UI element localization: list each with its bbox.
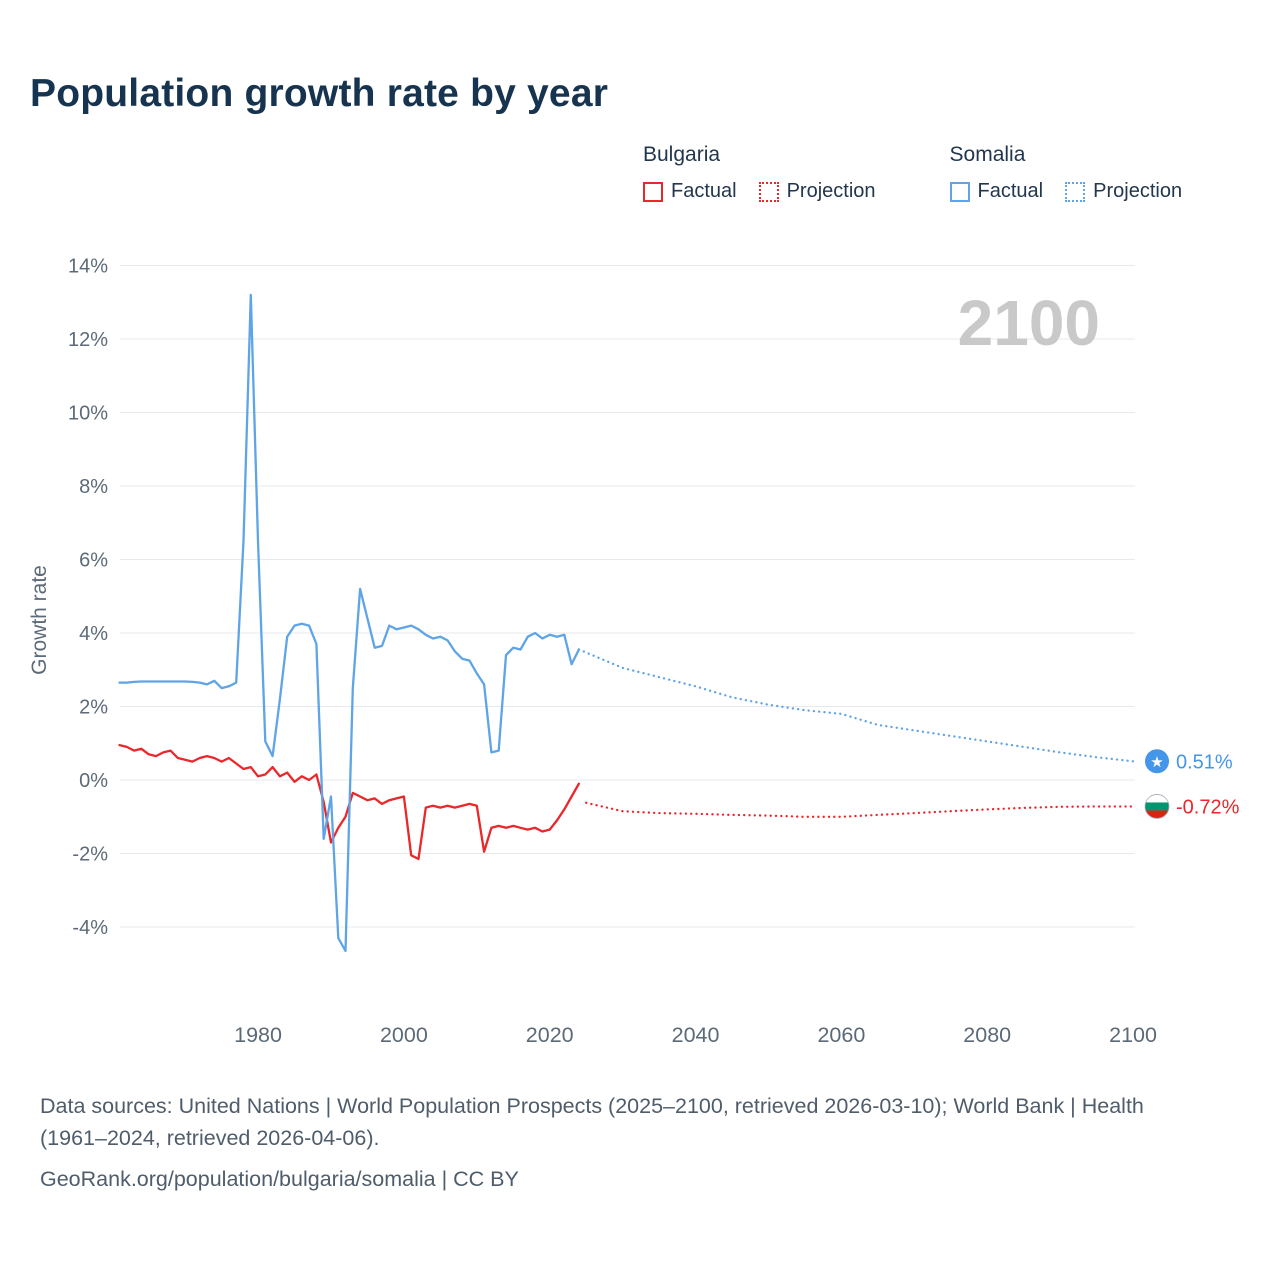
legend-group-title: Somalia: [949, 143, 1026, 166]
somalia-projection-swatch-icon: [1065, 181, 1086, 202]
legend-item-bulgaria-factual[interactable]: Factual: [643, 180, 737, 203]
legend-item-bulgaria-projection[interactable]: Projection: [758, 180, 876, 203]
y-tick-label: -2%: [72, 844, 108, 866]
legend-item-label: Factual: [671, 180, 737, 202]
bulgaria-flag-stripe: [1145, 794, 1169, 803]
somalia-flag-icon: [1145, 749, 1169, 774]
series-line-somalia-projection: [577, 648, 1135, 763]
legend-items: Factual Projection: [949, 180, 1182, 203]
bulgaria-projection-swatch-icon: [758, 181, 779, 202]
page-title: Population growth rate by year: [30, 72, 609, 115]
data-sources-text: Data sources: United Nations | World Pop…: [40, 1094, 1144, 1151]
x-tick-label: 1980: [234, 1023, 282, 1047]
legend-group-bulgaria: Bulgaria Factual Projection: [643, 143, 876, 203]
legend-item-somalia-projection[interactable]: Projection: [1065, 180, 1182, 203]
attribution-text: GeoRank.org/population/bulgaria/somalia …: [40, 1166, 519, 1191]
x-tick-label: 2020: [526, 1023, 574, 1047]
x-tick-label: 2080: [963, 1023, 1011, 1047]
y-tick-label: 12%: [68, 329, 108, 351]
somalia-factual-swatch-icon: [949, 181, 970, 202]
x-tick-label: 2100: [1109, 1023, 1157, 1047]
watermark-year: 2100: [958, 287, 1100, 359]
bulgaria-factual-swatch-icon: [643, 181, 663, 202]
x-tick-label: 2040: [672, 1023, 720, 1047]
y-tick-label: 2%: [79, 697, 108, 719]
somalia-star-icon: ★: [1150, 754, 1163, 771]
series-line-somalia-factual: [118, 293, 581, 953]
footer: Data sources: United Nations | World Pop…: [40, 1090, 1215, 1203]
y-tick-label: 0%: [79, 770, 108, 792]
bulgaria-flag-stripe: [1145, 810, 1169, 819]
growth-rate-chart: -4% -2% 0% 2% 4% 6% 8% 10% 12% 14% 1980 2000 2020 204…: [0, 230, 1280, 1070]
legend: Bulgaria Factual Projection Somalia Fact…: [643, 143, 1182, 203]
legend-items: Factual Projection: [643, 180, 876, 203]
y-axis-title: Growth rate: [28, 565, 51, 675]
end-value-label-somalia: 0.51%: [1176, 751, 1233, 773]
end-value-label-bulgaria: -0.72%: [1176, 796, 1240, 818]
legend-item-label: Projection: [1093, 180, 1183, 202]
bulgaria-flag-icon: [1144, 794, 1170, 819]
bulgaria-flag-stripe: [1145, 802, 1169, 811]
y-tick-label: -4%: [72, 917, 108, 939]
series-line-bulgaria-projection: [585, 801, 1135, 818]
legend-group-somalia: Somalia Factual Projection: [949, 143, 1182, 203]
y-tick-label: 8%: [79, 476, 108, 498]
y-tick-label: 6%: [79, 550, 108, 572]
y-tick-label: 14%: [68, 256, 108, 278]
y-tick-label: 10%: [68, 403, 108, 425]
chart-canvas: -4% -2% 0% 2% 4% 6% 8% 10% 12% 14% 1980 2000 2020 204…: [28, 256, 1240, 1048]
legend-item-somalia-factual[interactable]: Factual: [949, 180, 1044, 203]
y-tick-label: 4%: [79, 623, 108, 645]
legend-item-label: Projection: [786, 180, 876, 202]
legend-group-title: Bulgaria: [643, 143, 721, 166]
x-tick-label: 2000: [380, 1023, 428, 1047]
legend-item-label: Factual: [977, 180, 1044, 202]
x-tick-label: 2060: [817, 1023, 865, 1047]
